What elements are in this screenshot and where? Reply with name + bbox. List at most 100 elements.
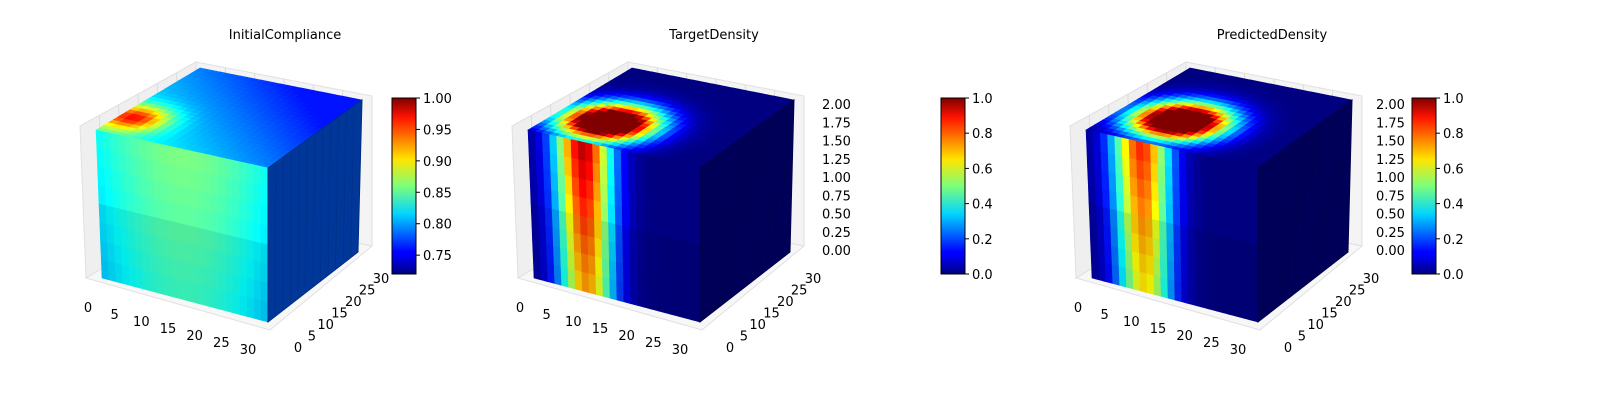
voxel-cell — [1117, 229, 1126, 251]
voxel-cell — [1208, 213, 1217, 236]
voxel-cell — [657, 215, 666, 237]
voxel-cell — [239, 218, 248, 241]
voxel-cell — [1236, 239, 1245, 262]
voxel-cell — [678, 296, 687, 319]
voxel-cell — [177, 278, 186, 301]
voxel-cell — [203, 210, 213, 232]
voxel-cell — [1207, 175, 1216, 197]
voxel-cell — [225, 272, 234, 295]
voxel-cell — [557, 173, 566, 195]
voxel-cell — [253, 298, 262, 321]
voxel-cell — [692, 281, 701, 304]
colorbar-tick-label: 0.0 — [972, 268, 993, 283]
voxel-cell — [128, 247, 137, 269]
voxel-cell — [607, 203, 616, 225]
plot-title: InitialCompliance — [229, 28, 342, 43]
voxel-cell — [204, 267, 213, 289]
colorbar-tick-label: 1.0 — [972, 92, 993, 107]
voxel-cell — [685, 298, 694, 321]
voxel-cell — [95, 129, 105, 151]
voxel-cell — [1139, 271, 1148, 294]
voxel-cell — [671, 180, 680, 202]
voxel-cell — [253, 202, 262, 225]
voxel-cell — [650, 232, 659, 255]
voxel-cell — [664, 236, 673, 258]
voxel-cell — [1118, 266, 1127, 288]
x-tick-label: 5 — [543, 308, 551, 323]
voxel-cell — [578, 159, 587, 181]
voxel-cell — [112, 188, 121, 210]
voxel-cell — [1143, 161, 1152, 183]
voxel-cell — [117, 134, 126, 156]
voxel-cell — [232, 293, 241, 316]
voxel-cell — [586, 198, 595, 220]
x-tick-label: 0 — [84, 301, 92, 316]
voxel-cell — [152, 142, 162, 164]
z-tick-label: 0.25 — [1376, 226, 1405, 241]
y-tick-label: 15 — [331, 307, 348, 322]
voxel-edge — [290, 150, 292, 305]
voxel-cell — [1172, 167, 1181, 189]
y-tick-label: 20 — [1335, 295, 1352, 310]
voxel-cell — [529, 166, 538, 188]
voxel-cell — [1131, 232, 1140, 254]
voxel-cell — [1194, 248, 1203, 270]
voxel-cell — [542, 151, 552, 173]
voxel-cube — [95, 67, 363, 324]
voxel-cell — [246, 162, 254, 185]
voxel-cell — [253, 241, 262, 263]
voxel-cell — [110, 151, 120, 173]
voxel-cell — [1179, 169, 1188, 191]
voxel-cell — [1188, 284, 1197, 306]
voxel-cell — [218, 213, 227, 236]
voxel-cell — [1187, 227, 1196, 249]
voxel-cell — [1111, 245, 1120, 268]
voxel-cell — [1186, 170, 1195, 193]
x-tick-label: 5 — [111, 308, 119, 323]
voxel-edge — [327, 122, 331, 276]
voxel-cell — [260, 242, 269, 265]
x-tick-label: 15 — [160, 322, 177, 337]
voxel-cell — [1229, 180, 1238, 202]
voxel-cell — [1132, 269, 1141, 292]
colorbar-tick-label: 0.0 — [1443, 268, 1464, 283]
colorbar-tick-label: 0.4 — [972, 198, 993, 213]
colorbar-tick-label: 0.8 — [972, 127, 993, 142]
voxel-cell — [594, 256, 604, 278]
voxel-cell — [1229, 295, 1238, 317]
voxel-edge — [1332, 111, 1337, 264]
voxel-cell — [1214, 158, 1223, 180]
y-tick-label: 30 — [1363, 272, 1380, 287]
voxel-cell — [195, 151, 205, 174]
voxel-cell — [663, 178, 672, 201]
x-tick-label: 0 — [516, 301, 524, 316]
voxel-cell — [1085, 129, 1095, 151]
voxel-cell — [572, 213, 582, 236]
voxel-cell — [169, 239, 178, 261]
voxel-cell — [539, 242, 548, 264]
z-tick-label: 1.75 — [822, 116, 851, 131]
voxel-cell — [117, 152, 127, 174]
voxel-cell — [565, 193, 574, 215]
voxel-cell — [1115, 173, 1124, 195]
voxel-cell — [1157, 145, 1166, 167]
colorbar-tick-label: 0.6 — [1443, 162, 1464, 177]
voxel-cell — [1201, 249, 1210, 272]
voxel-cell — [162, 219, 171, 241]
voxel-cell — [111, 169, 120, 191]
colorbar-tick-label: 0.95 — [423, 123, 452, 138]
voxel-cell — [102, 131, 112, 153]
voxel-cell — [600, 201, 609, 224]
voxel-cell — [528, 148, 537, 169]
y-tick-label: 30 — [373, 272, 390, 287]
voxel-cell — [579, 196, 588, 219]
voxel-cell — [536, 168, 545, 190]
voxel-cell — [622, 244, 631, 267]
voxel-cell — [564, 156, 573, 178]
voxel-cell — [602, 277, 611, 299]
voxel-cell — [1142, 142, 1152, 164]
voxel-cell — [544, 207, 554, 229]
voxel-cell — [1109, 208, 1119, 230]
voxel-cell — [253, 164, 262, 186]
voxel-cell — [585, 161, 594, 183]
